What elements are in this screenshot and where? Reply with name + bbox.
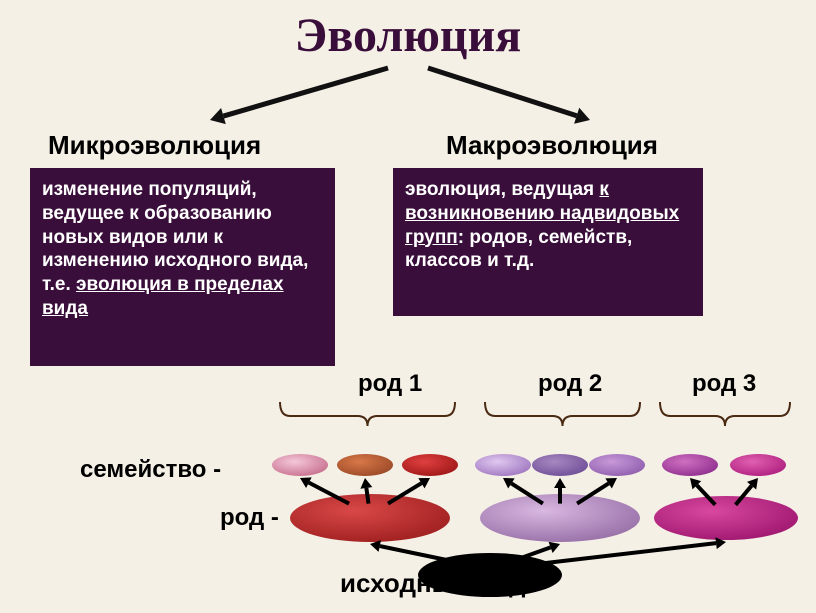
macro-label: Макроэволюция xyxy=(446,130,658,161)
macro-definition: эволюция, ведущая к возникновению надвид… xyxy=(393,168,703,316)
micro-definition: изменение популяций, ведущее к образован… xyxy=(30,168,335,366)
family-label: семейство - xyxy=(80,456,221,484)
micro-label: Микроэволюция xyxy=(48,130,261,161)
genus-label-2: род 2 xyxy=(538,370,602,398)
genus-side-label: род - xyxy=(220,504,279,532)
source-species-label: исходный вид xyxy=(340,568,526,599)
genus-label-1: род 1 xyxy=(358,370,422,398)
genus-label-3: род 3 xyxy=(692,370,756,398)
page-title: Эволюция xyxy=(0,0,816,63)
